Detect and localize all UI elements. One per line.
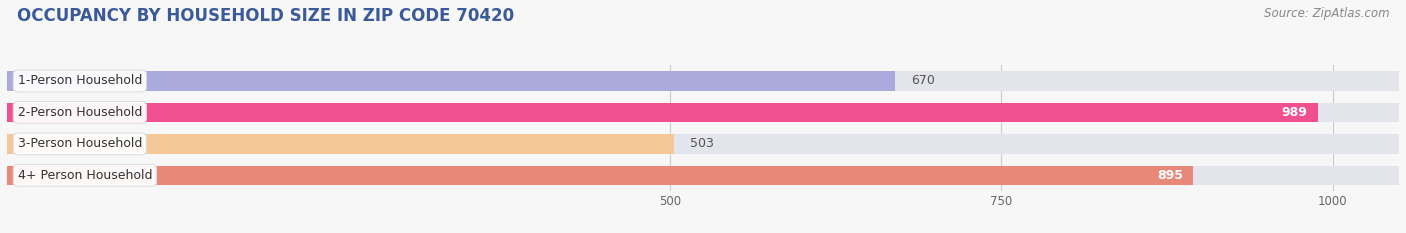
- Bar: [7, 103, 1399, 122]
- Text: 503: 503: [690, 137, 714, 150]
- Bar: [7, 134, 1399, 154]
- Bar: [7, 103, 1317, 122]
- Text: 2-Person Household: 2-Person Household: [18, 106, 142, 119]
- Text: 989: 989: [1282, 106, 1308, 119]
- Text: 4+ Person Household: 4+ Person Household: [18, 169, 152, 182]
- Bar: [7, 71, 896, 91]
- Text: 670: 670: [911, 75, 935, 87]
- Bar: [7, 134, 673, 154]
- Text: Source: ZipAtlas.com: Source: ZipAtlas.com: [1264, 7, 1389, 20]
- Text: 1-Person Household: 1-Person Household: [18, 75, 142, 87]
- Text: OCCUPANCY BY HOUSEHOLD SIZE IN ZIP CODE 70420: OCCUPANCY BY HOUSEHOLD SIZE IN ZIP CODE …: [17, 7, 515, 25]
- Bar: [7, 71, 1399, 91]
- Bar: [7, 166, 1399, 185]
- Text: 895: 895: [1157, 169, 1182, 182]
- Text: 3-Person Household: 3-Person Household: [18, 137, 142, 150]
- Bar: [7, 166, 1194, 185]
